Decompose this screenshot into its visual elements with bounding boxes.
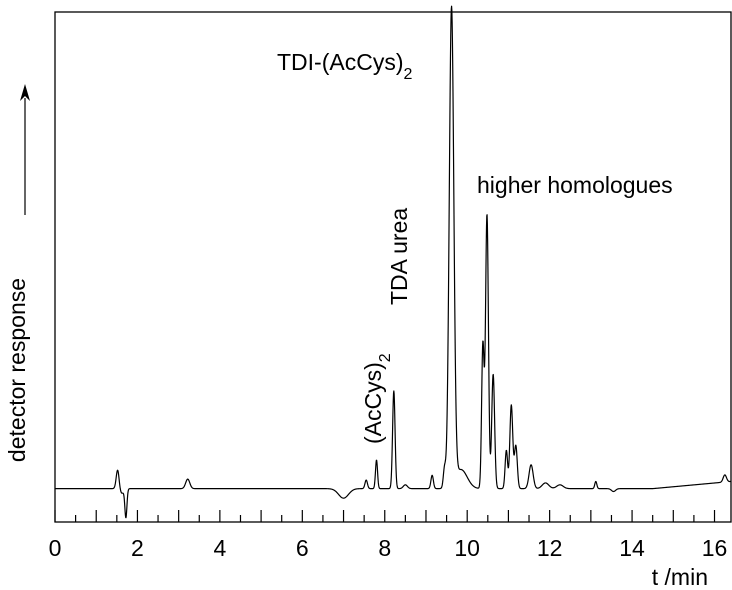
x-tick-label: 14 [619,535,645,561]
annotation-tdi-accys2: TDI-(AcCys)2 [277,49,412,83]
x-axis-label: t /min [652,564,708,590]
y-axis-arrow-head [20,84,30,101]
annotation-tda-urea: TDA urea [386,208,412,305]
plot-frame [54,11,732,523]
x-tick-label: 4 [213,535,226,561]
annotation-accys2: (AcCys)2 [360,353,394,444]
annotation-higher-homologues: higher homologues [477,172,673,198]
x-tick-label: 12 [537,535,563,561]
x-tick-label: 16 [702,535,728,561]
x-tick-label: 8 [378,535,391,561]
x-tick-label: 10 [454,535,480,561]
x-tick-label: 2 [131,535,144,561]
x-axis-ticks-group: 0 2 4 6 8 10 12 14 16 [49,510,728,561]
axis-labels-group: t /min detector response [4,84,708,590]
plot-frame-group [54,11,732,523]
chromatogram-trace [54,5,732,519]
x-tick-label: 6 [296,535,309,561]
peak-annotations-group: TDI-(AcCys)2 higher homologues TDA urea (Ac… [277,49,673,444]
y-axis-label: detector response [4,278,30,462]
chromatogram-trace-group [54,5,732,519]
x-tick-label: 0 [49,535,62,561]
